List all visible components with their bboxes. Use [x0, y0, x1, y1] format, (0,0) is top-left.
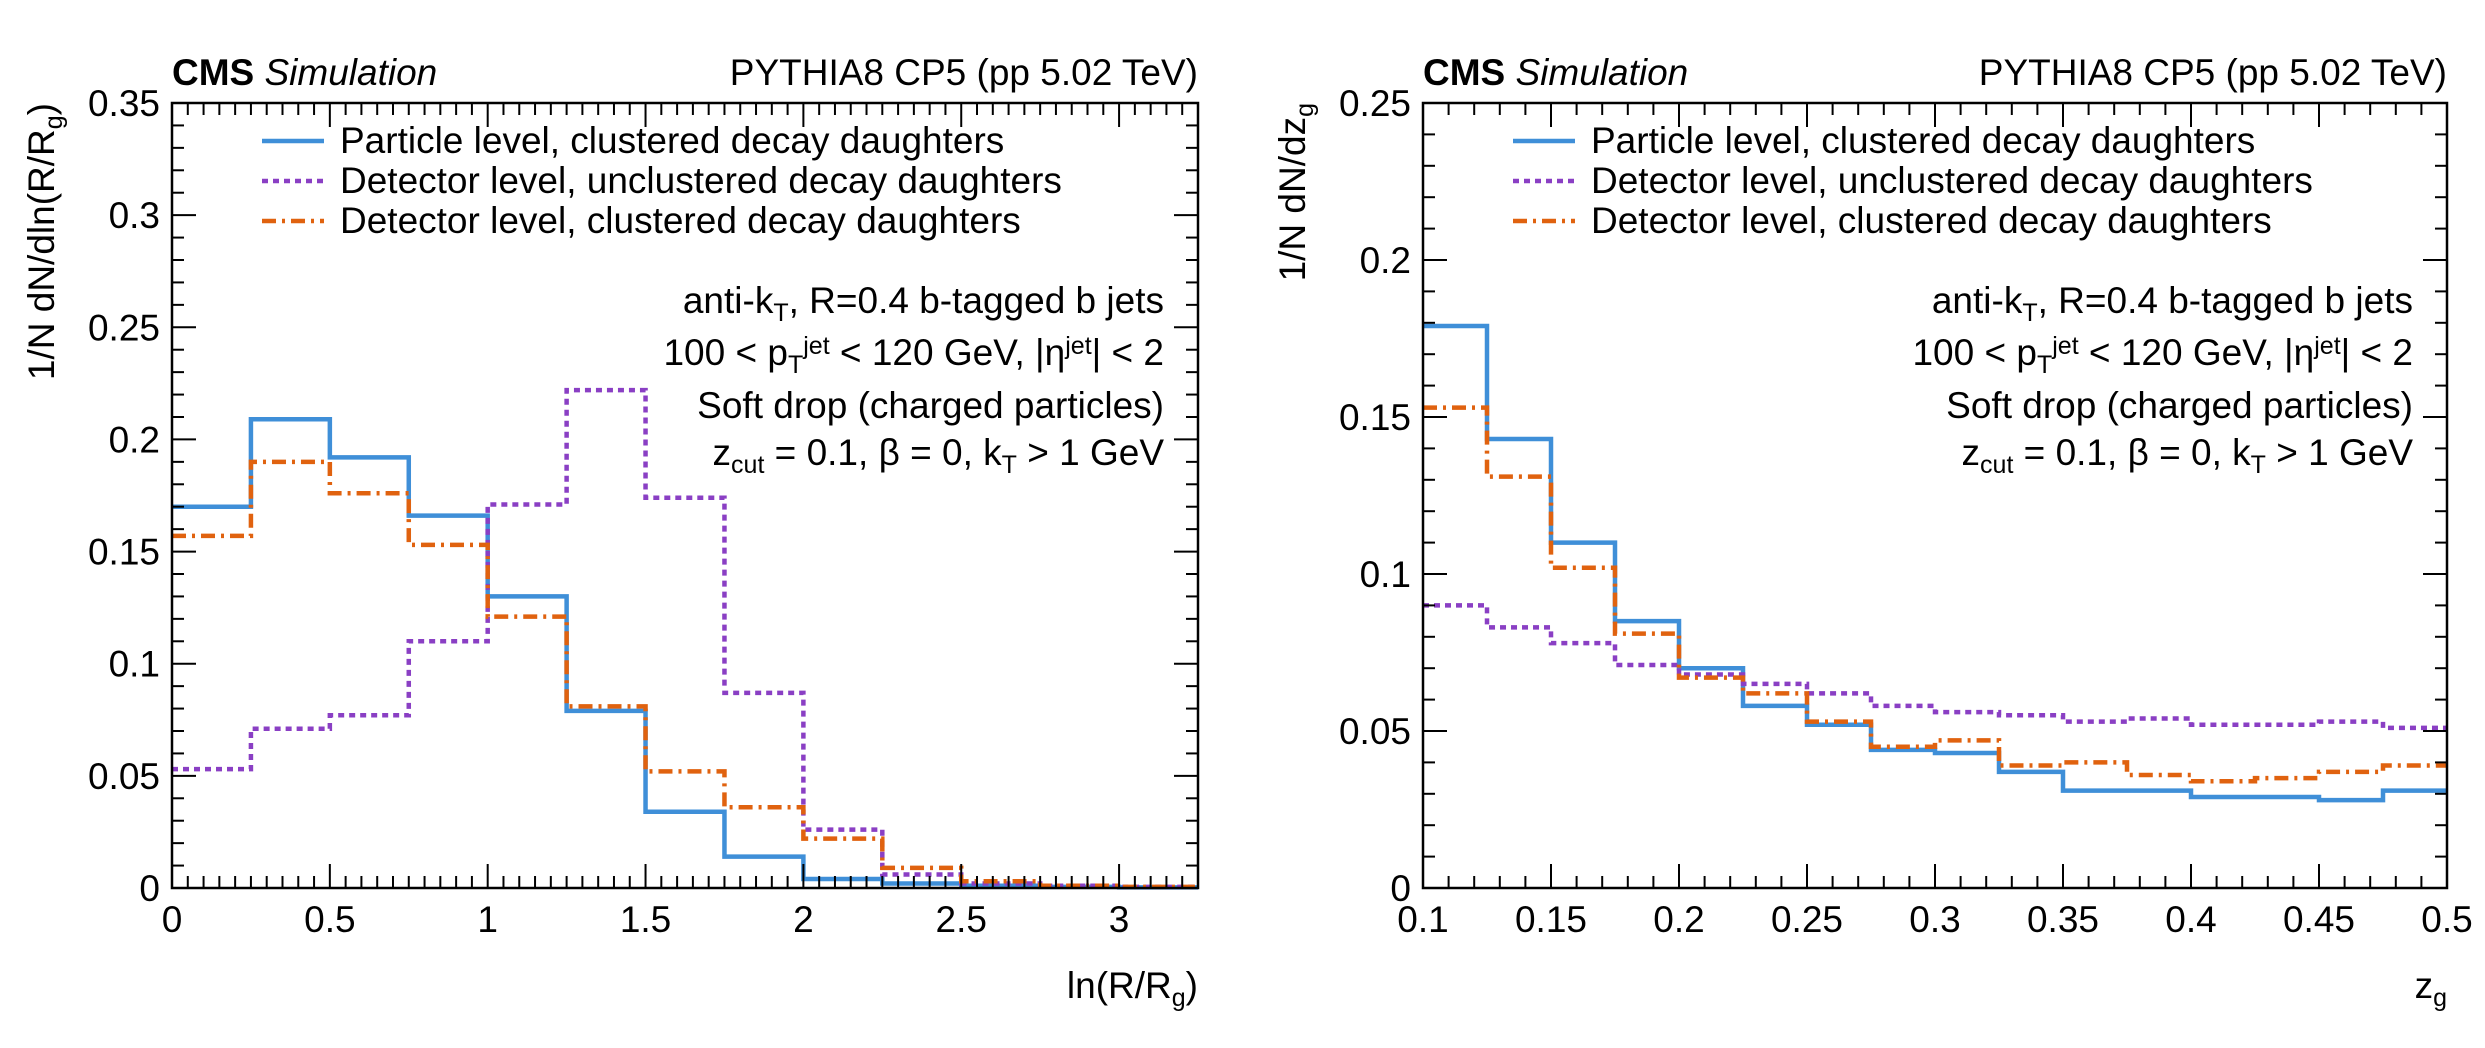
y-tick-label: 0.35: [88, 83, 160, 124]
x-tick-label: 2: [793, 899, 814, 940]
y-tick-label: 0.25: [88, 307, 160, 348]
annotation-text: anti-kT, R=0.4 b-tagged b jets: [1932, 280, 2413, 327]
cms-label: CMS Simulation: [1423, 52, 1688, 93]
annotation-text: zcut = 0.1, β = 0, kT > 1 GeV: [713, 432, 1165, 479]
y-tick-label: 0.05: [1339, 711, 1411, 752]
y-tick-label: 0.3: [109, 195, 160, 236]
x-tick-label: 0.4: [2165, 899, 2216, 940]
x-tick-label: 0: [162, 899, 183, 940]
x-tick-label: 1.5: [620, 899, 671, 940]
x-axis-label: ln(R/Rg): [1067, 965, 1198, 1012]
x-tick-label: 0.5: [2421, 899, 2472, 940]
legend-entry: Detector level, clustered decay daughter…: [1591, 200, 2272, 241]
x-tick-label: 0.15: [1515, 899, 1587, 940]
legend-entry: Detector level, unclustered decay daught…: [1591, 160, 2313, 201]
annotation-text: Soft drop (charged particles): [1946, 385, 2413, 426]
series-line-det_unclustered: [1423, 603, 2447, 731]
cms-label: CMS Simulation: [172, 52, 437, 93]
y-tick-label: 0.1: [1360, 554, 1411, 595]
x-axis-label: zg: [2415, 965, 2447, 1012]
legend-entry: Detector level, unclustered decay daught…: [340, 160, 1062, 201]
x-tick-label: 1: [477, 899, 498, 940]
y-axis-label: 1/N dN/dzg: [1272, 103, 1319, 281]
annotation-text: Soft drop (charged particles): [697, 385, 1164, 426]
x-tick-label: 0.2: [1653, 899, 1704, 940]
annotation-text: zcut = 0.1, β = 0, kT > 1 GeV: [1962, 432, 2414, 479]
annotation-text: 100 < pTjet < 120 GeV, |ηjet| < 2: [663, 332, 1164, 379]
series-line-particle: [172, 416, 1198, 890]
series-line-det_unclustered: [172, 387, 1198, 890]
series-line-det_clustered: [1423, 405, 2447, 784]
x-tick-label: 0.5: [304, 899, 355, 940]
x-tick-label: 0.1: [1397, 899, 1448, 940]
x-tick-label: 0.3: [1909, 899, 1960, 940]
generator-label: PYTHIA8 CP5 (pp 5.02 TeV): [1979, 52, 2447, 93]
chart-panel-2: CMS Simulation PYTHIA8 CP5 (pp 5.02 TeV) 0…: [1272, 52, 2473, 1012]
y-tick-label: 0.05: [88, 756, 160, 797]
y-tick-label: 0.2: [109, 419, 160, 460]
chart-panel-1: CMS Simulation PYTHIA8 CP5 (pp 5.02 TeV) 0…: [21, 52, 1200, 1012]
x-tick-label: 0.25: [1771, 899, 1843, 940]
y-tick-label: 0.2: [1360, 240, 1411, 281]
y-tick-label: 0.1: [109, 644, 160, 685]
series-line-particle: [1423, 323, 2447, 803]
y-tick-label: 0: [1390, 868, 1411, 909]
x-tick-label: 3: [1109, 899, 1130, 940]
y-tick-label: 0: [139, 868, 160, 909]
y-tick-label: 0.25: [1339, 83, 1411, 124]
series-line-det_clustered: [172, 459, 1198, 890]
x-tick-label: 2.5: [936, 899, 987, 940]
annotation-text: anti-kT, R=0.4 b-tagged b jets: [683, 280, 1164, 327]
legend-entry: Detector level, clustered decay daughter…: [340, 200, 1021, 241]
annotation-text: 100 < pTjet < 120 GeV, |ηjet| < 2: [1912, 332, 2413, 379]
y-axis-label: 1/N dN/dln(R/Rg): [21, 103, 68, 380]
legend-entry: Particle level, clustered decay daughter…: [1591, 120, 2255, 161]
plot-frame: [170, 101, 1200, 890]
x-tick-label: 0.45: [2283, 899, 2355, 940]
x-tick-label: 0.35: [2027, 899, 2099, 940]
y-tick-label: 0.15: [88, 532, 160, 573]
y-tick-label: 0.15: [1339, 397, 1411, 438]
legend-entry: Particle level, clustered decay daughter…: [340, 120, 1004, 161]
generator-label: PYTHIA8 CP5 (pp 5.02 TeV): [730, 52, 1198, 93]
